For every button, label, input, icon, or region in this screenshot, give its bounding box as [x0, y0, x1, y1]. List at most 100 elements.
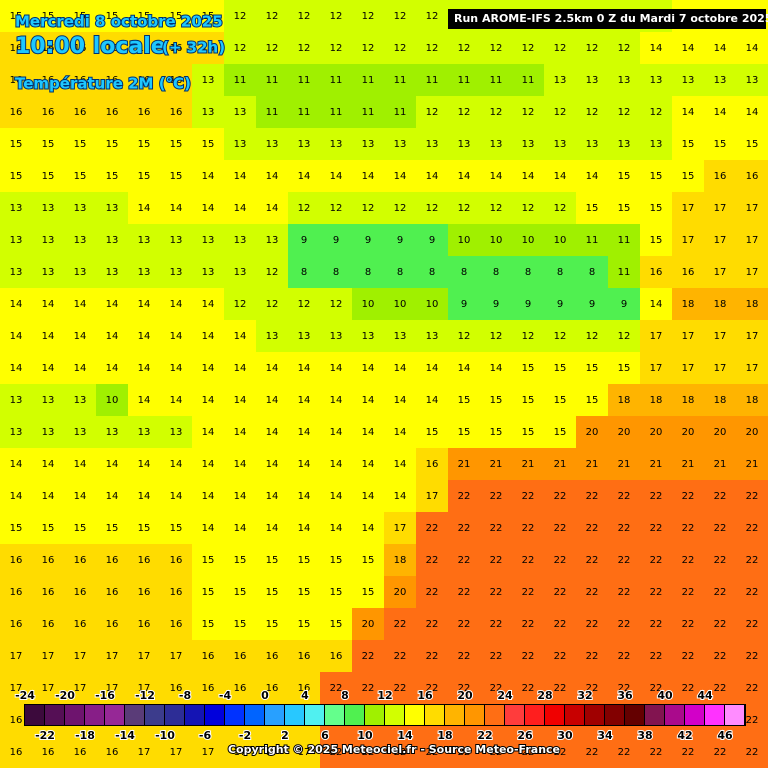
grid-cell [544, 544, 577, 577]
legend-label: -18 [75, 729, 95, 742]
cell-value: 22 [682, 619, 695, 630]
cell-value: 12 [490, 107, 503, 118]
cell-value: 16 [42, 107, 55, 118]
grid-cell [192, 64, 225, 97]
grid-cell [352, 352, 385, 385]
cell-value: 15 [10, 11, 23, 22]
cell-value: 15 [298, 555, 311, 566]
cell-value: 11 [586, 235, 599, 246]
grid-cell [704, 448, 737, 481]
cell-value: 17 [298, 747, 311, 758]
grid-cell [96, 384, 129, 417]
grid-cell [352, 448, 385, 481]
cell-value: 13 [362, 139, 375, 150]
cell-value: 22 [682, 683, 695, 694]
grid-cell [288, 128, 321, 161]
grid-cell [192, 128, 225, 161]
grid-cell [384, 512, 417, 545]
cell-value: 13 [106, 235, 119, 246]
grid-cell [544, 480, 577, 513]
grid-cell [128, 448, 161, 481]
cell-value: 8 [493, 267, 499, 278]
cell-value: 20 [586, 427, 599, 438]
cell-value: 22 [458, 619, 471, 630]
grid-cell [160, 384, 193, 417]
cell-value: 14 [298, 459, 311, 470]
legend-swatch [85, 705, 104, 725]
grid-cell [320, 672, 353, 705]
grid-cell [576, 544, 609, 577]
cell-value: 11 [362, 107, 375, 118]
cell-value: 14 [362, 395, 375, 406]
cell-value: 15 [490, 395, 503, 406]
cell-value: 18 [650, 395, 663, 406]
grid-cell [64, 160, 97, 193]
grid-cell [96, 736, 129, 768]
grid-cell [256, 160, 289, 193]
grid-cell [128, 192, 161, 225]
legend-swatch [25, 705, 44, 725]
cell-value: 16 [298, 683, 311, 694]
cell-value: 14 [554, 171, 567, 182]
legend-label: 42 [677, 729, 692, 742]
grid-cell [640, 576, 673, 609]
cell-value: 21 [586, 459, 599, 470]
grid-cell [736, 256, 768, 289]
grid-cell [416, 256, 449, 289]
cell-value: 13 [42, 203, 55, 214]
cell-value: 16 [138, 107, 151, 118]
cell-value: 12 [330, 299, 343, 310]
grid-cell [448, 192, 481, 225]
grid-cell [736, 128, 768, 161]
legend-label: 30 [557, 729, 573, 742]
cell-value: 16 [266, 651, 279, 662]
cell-value: 20 [714, 427, 727, 438]
cell-value: 14 [298, 363, 311, 374]
grid-cell [160, 256, 193, 289]
cell-value: 17 [138, 683, 151, 694]
cell-value: 14 [330, 363, 343, 374]
grid-cell [96, 512, 129, 545]
cell-value: 16 [10, 587, 23, 598]
grid-cell [576, 448, 609, 481]
grid-cell [32, 32, 65, 65]
grid-cell [512, 96, 545, 129]
cell-value: 14 [298, 491, 311, 502]
grid-cell [608, 320, 641, 353]
cell-value: 14 [330, 459, 343, 470]
legend-label: -22 [35, 729, 55, 742]
cell-value: 15 [330, 555, 343, 566]
cell-value: 16 [202, 43, 215, 54]
grid-cell [352, 192, 385, 225]
cell-value: 14 [426, 363, 439, 374]
grid-cell [32, 384, 65, 417]
cell-value: 9 [589, 299, 595, 310]
cell-value: 14 [266, 203, 279, 214]
grid-cell [32, 416, 65, 449]
grid-cell [608, 224, 641, 257]
cell-value: 14 [394, 427, 407, 438]
cell-value: 12 [522, 331, 535, 342]
grid-cell [32, 224, 65, 257]
grid-cell [448, 352, 481, 385]
grid-cell [192, 576, 225, 609]
cell-value: 15 [586, 203, 599, 214]
cell-value: 8 [397, 267, 403, 278]
grid-cell [736, 96, 768, 129]
cell-value: 12 [426, 203, 439, 214]
cell-value: 15 [10, 171, 23, 182]
cell-value: 15 [522, 395, 535, 406]
grid-cell [672, 128, 705, 161]
cell-value: 15 [618, 171, 631, 182]
grid-cell [512, 576, 545, 609]
cell-value: 10 [490, 235, 503, 246]
cell-value: 14 [330, 523, 343, 534]
grid-cell [576, 128, 609, 161]
grid-cell [384, 64, 417, 97]
grid-cell [512, 64, 545, 97]
grid-cell [96, 672, 129, 705]
grid-cell [608, 160, 641, 193]
cell-value: 14 [714, 43, 727, 54]
grid-cell [672, 576, 705, 609]
grid-cell [256, 192, 289, 225]
